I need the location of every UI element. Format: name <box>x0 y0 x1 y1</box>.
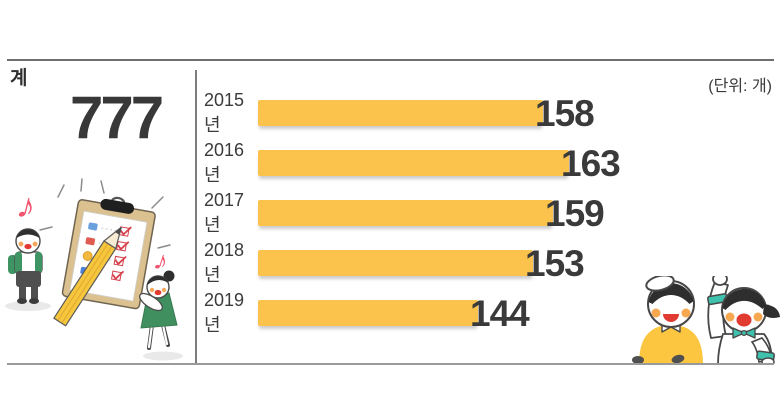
bar <box>258 300 478 326</box>
bottom-divider <box>7 363 774 365</box>
year-label: 2015년 <box>204 89 245 135</box>
bar-chart: 2015년 158 2016년 163 2017년 159 2018년 153 2019년 144 <box>196 88 781 338</box>
total-label: 계 <box>10 68 28 89</box>
pencil-icon <box>53 226 122 327</box>
bar <box>258 100 543 126</box>
checklist-rows <box>80 222 132 282</box>
chart-row: 2019년 144 <box>196 288 781 338</box>
bar <box>258 150 569 176</box>
girl-hugging-pencil <box>139 270 183 361</box>
bar-value: 163 <box>561 142 621 184</box>
chart-row: 2017년 159 <box>196 188 781 238</box>
year-label: 2017년 <box>204 189 245 235</box>
cheering-boy <box>632 276 703 364</box>
bar <box>258 200 553 226</box>
unit-label: (단위: 개) <box>708 78 772 95</box>
sparkle-lines <box>39 178 171 249</box>
top-divider <box>7 59 774 61</box>
music-note-icon: ♪ <box>13 184 40 228</box>
clipboard-checklist-illustration: ♪ ♪ <box>5 178 183 361</box>
total-value: 777 <box>70 84 164 151</box>
chart-row: 2018년 153 <box>196 238 781 288</box>
bar-value: 158 <box>535 92 595 134</box>
panel-divider <box>195 70 197 363</box>
bar-value: 159 <box>545 192 605 234</box>
boy-with-backpack <box>5 228 51 311</box>
cheering-girl <box>707 276 780 364</box>
chart-row: 2016년 163 <box>196 138 781 188</box>
year-label: 2016년 <box>204 139 245 185</box>
bar-value: 144 <box>470 292 530 334</box>
year-label: 2018년 <box>204 239 245 285</box>
year-label: 2019년 <box>204 289 245 335</box>
bar-value: 153 <box>525 242 585 284</box>
bar <box>258 250 533 276</box>
cheering-kids-illustration <box>632 276 780 364</box>
chart-row: 2015년 158 <box>196 88 781 138</box>
